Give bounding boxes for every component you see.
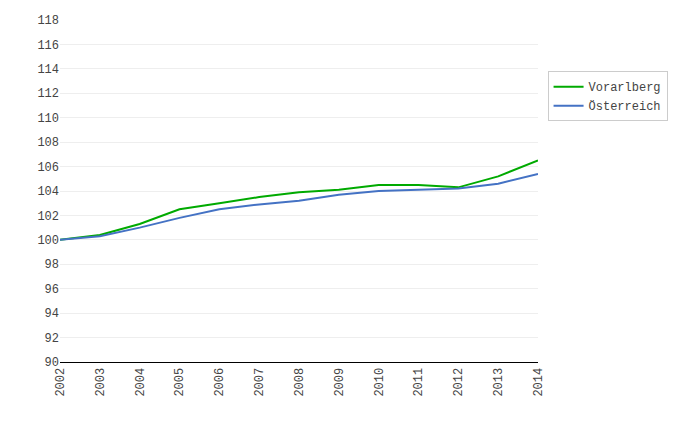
svg-text:112: 112: [37, 87, 59, 101]
svg-text:2010: 2010: [373, 368, 387, 397]
svg-text:92: 92: [45, 332, 59, 346]
svg-text:2009: 2009: [333, 368, 347, 397]
svg-text:2014: 2014: [532, 368, 546, 397]
svg-text:2004: 2004: [134, 368, 148, 397]
svg-text:2005: 2005: [173, 368, 187, 397]
svg-text:2012: 2012: [452, 368, 466, 397]
svg-text:2011: 2011: [412, 368, 426, 397]
svg-text:2002: 2002: [54, 368, 68, 397]
svg-text:108: 108: [37, 136, 59, 150]
svg-text:2003: 2003: [94, 368, 108, 397]
svg-text:118: 118: [37, 14, 59, 28]
svg-text:110: 110: [37, 112, 59, 126]
svg-text:98: 98: [45, 258, 59, 272]
svg-text:104: 104: [37, 185, 59, 199]
svg-text:106: 106: [37, 161, 59, 175]
svg-text:Österreich: Österreich: [589, 100, 661, 114]
svg-text:94: 94: [45, 307, 59, 321]
svg-text:Vorarlberg: Vorarlberg: [589, 81, 661, 95]
svg-text:90: 90: [45, 356, 59, 370]
svg-text:96: 96: [45, 283, 59, 297]
svg-text:116: 116: [37, 39, 59, 53]
svg-text:2013: 2013: [492, 368, 506, 397]
svg-text:2008: 2008: [293, 368, 307, 397]
svg-text:2006: 2006: [213, 368, 227, 397]
svg-text:102: 102: [37, 210, 59, 224]
svg-text:100: 100: [37, 234, 59, 248]
svg-text:114: 114: [37, 63, 59, 77]
svg-text:2007: 2007: [253, 368, 267, 397]
